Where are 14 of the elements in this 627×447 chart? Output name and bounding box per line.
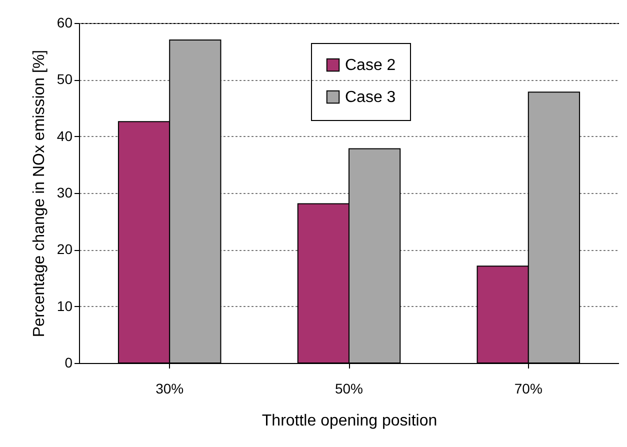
y-tick-label: 60 bbox=[56, 14, 73, 30]
x-tick-label: 50% bbox=[334, 380, 364, 396]
x-axis-title: Throttle opening position bbox=[262, 412, 438, 430]
x-tick-label: 30% bbox=[156, 380, 184, 396]
x-tick-label: 70% bbox=[514, 380, 542, 396]
y-axis-title: Percentage change in NOx emission [%] bbox=[30, 50, 48, 338]
legend-label: Case 2 bbox=[345, 57, 396, 74]
y-tick-label: 20 bbox=[56, 241, 73, 258]
y-tick-label: 50 bbox=[56, 71, 73, 88]
legend-label: Case 3 bbox=[345, 89, 396, 106]
y-tick-label: 10 bbox=[56, 298, 73, 314]
y-tick-label: 0 bbox=[64, 354, 73, 370]
y-tick-label: 40 bbox=[56, 128, 73, 144]
y-tick-label: 30 bbox=[56, 184, 73, 200]
